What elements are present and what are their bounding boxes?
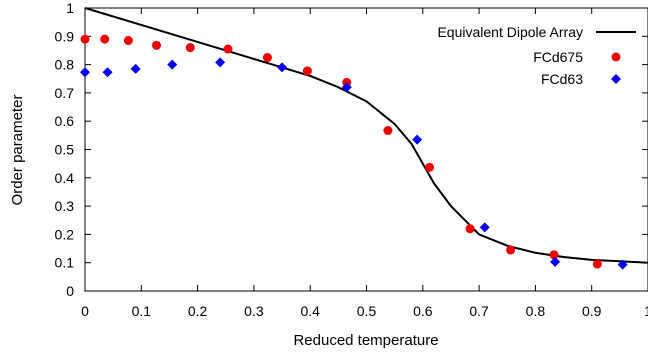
x-tick-label: 0.7: [469, 303, 489, 319]
x-axis-label: Reduced temperature: [293, 332, 438, 349]
x-tick-label: 0: [81, 303, 89, 319]
y-tick-label: 0.9: [55, 28, 75, 44]
data-point: [465, 224, 475, 234]
data-point: [80, 67, 90, 78]
x-tick-label: 0.1: [132, 303, 152, 319]
axis-ticks: 0 0.1 0.2 0.3 0.4 0.5 0.6 0.7 0.8 0.9 1 0 0.1 0.2 0.3 0…: [55, 0, 648, 319]
data-point: [123, 36, 133, 46]
y-tick-label: 0: [66, 283, 74, 299]
legend-marker: [611, 74, 621, 84]
data-point: [550, 256, 561, 267]
data-layer: [80, 7, 648, 270]
data-point: [302, 66, 312, 76]
legend-label: FCd63: [541, 71, 583, 87]
data-point: [130, 63, 141, 74]
data-point: [277, 62, 288, 73]
legend: Equivalent Dipole Array FCd675 FCd63: [437, 24, 636, 87]
data-point: [425, 162, 435, 172]
series-fcd63: [80, 57, 628, 270]
x-tick-label: 0.4: [300, 303, 320, 319]
series-equivalent-dipole-array: [84, 7, 648, 264]
data-point: [262, 53, 272, 63]
data-point: [617, 259, 628, 270]
data-point: [100, 34, 110, 44]
x-tick-label: 0.9: [582, 303, 602, 319]
y-tick-label: 0.2: [55, 226, 75, 242]
data-point: [185, 43, 195, 53]
y-tick-label: 0.4: [55, 170, 75, 186]
data-point: [341, 82, 352, 93]
data-point: [102, 67, 113, 78]
x-tick-label: 0.5: [357, 303, 377, 319]
data-point: [592, 259, 602, 269]
x-tick-label: 0.6: [413, 303, 433, 319]
data-point: [223, 44, 233, 54]
y-tick-label: 0.1: [55, 255, 75, 271]
data-point: [152, 40, 162, 50]
y-axis-label: Order parameter: [9, 95, 26, 206]
data-point: [167, 59, 178, 70]
y-tick-label: 0.3: [55, 198, 75, 214]
x-tick-label: 0.2: [188, 303, 208, 319]
data-point: [549, 250, 559, 260]
data-point: [80, 34, 90, 44]
legend-label: FCd675: [533, 49, 583, 65]
series-fcd675: [80, 34, 602, 269]
y-tick-label: 0.7: [55, 85, 75, 101]
x-tick-label: 0.3: [244, 303, 264, 319]
series-line: [84, 7, 648, 264]
legend-marker: [611, 52, 621, 62]
y-tick-label: 1: [66, 0, 74, 16]
legend-label: Equivalent Dipole Array: [437, 24, 583, 40]
data-point: [383, 126, 393, 136]
x-tick-label: 1: [644, 303, 648, 319]
data-point: [215, 57, 226, 68]
data-point: [506, 245, 516, 255]
data-point: [412, 134, 423, 145]
data-point: [479, 222, 490, 233]
y-tick-label: 0.5: [55, 142, 75, 158]
y-tick-label: 0.8: [55, 57, 75, 73]
x-tick-label: 0.8: [526, 303, 546, 319]
y-tick-label: 0.6: [55, 113, 75, 129]
